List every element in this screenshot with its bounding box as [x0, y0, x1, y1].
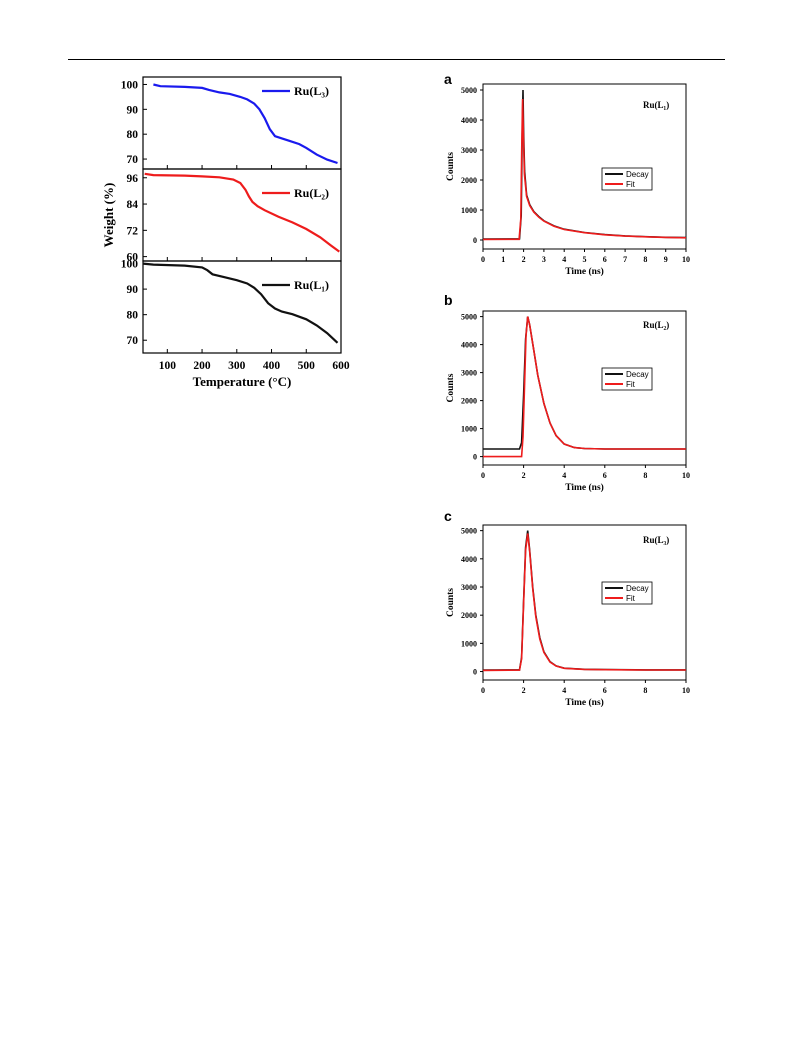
decay-legend-label-a: Decay [626, 170, 649, 179]
decay-panel-letter-c: c [444, 508, 452, 524]
tga-ytick-label-L3: 80 [127, 129, 139, 141]
decay-panel-frame-c [482, 524, 687, 681]
tga-panel-frame-L1 [142, 260, 342, 354]
decay-xaxis-label-c: Time (ns) [565, 697, 604, 708]
decay-ytick-label-b: 1000 [461, 425, 477, 434]
tga-ytick-label-L1: 100 [121, 259, 139, 271]
tga-curve-L3 [153, 83, 338, 165]
decay-ytick-label-c: 2000 [461, 611, 477, 620]
tga-xaxis-label: Temperature (°C) [193, 374, 292, 389]
decay-xtick-label-a: 1 [501, 255, 505, 264]
decay-ytick-label-c: 4000 [461, 555, 477, 564]
decay-xtick-label-b: 0 [481, 471, 485, 480]
decay-xtick-label-a: 5 [583, 255, 587, 264]
decay-xtick-label-a: 6 [603, 255, 607, 264]
tga-xtick-label: 400 [263, 360, 281, 372]
decay-yaxis-label-c: Counts [446, 588, 456, 617]
tga-curve-L1 [142, 262, 339, 344]
decay-ytick-label-a: 0 [473, 236, 477, 245]
tga-ytick-label-L2: 84 [127, 199, 139, 211]
decay-yaxis-label-b: Counts [446, 373, 456, 402]
tga-xtick-label: 300 [228, 360, 246, 372]
tga-legend-label-L2: Ru(L₂) [294, 186, 329, 200]
decay-xtick-label-c: 8 [643, 686, 647, 695]
tga-ytick-label-L3: 90 [127, 104, 139, 116]
decay-legend-label-b: Decay [626, 370, 649, 379]
tga-curve-L2 [144, 172, 340, 253]
decay-xaxis-label-a: Time (ns) [565, 266, 604, 277]
fit-legend-label-b: Fit [626, 380, 636, 389]
tga-ytick-label-L2: 60 [127, 252, 139, 264]
page-header-rule [68, 59, 725, 60]
decay-xtick-label-b: 8 [643, 471, 647, 480]
decay-xtick-label-a: 0 [481, 255, 485, 264]
decay-ytick-label-c: 0 [473, 668, 477, 677]
decay-ytick-label-b: 3000 [461, 369, 477, 378]
tga-legend-label-L1: Ru(L₁) [294, 278, 329, 292]
decay-ytick-label-b: 2000 [461, 397, 477, 406]
decay-ytick-label-b: 0 [473, 453, 477, 462]
tga-xtick-label: 100 [159, 360, 177, 372]
tga-ytick-label-L2: 72 [127, 225, 139, 237]
tga-ytick-label-L1: 70 [127, 335, 139, 347]
decay-ytick-label-b: 5000 [461, 313, 477, 322]
tga-ytick-label-L1: 80 [127, 310, 139, 322]
decay-ytick-label-c: 3000 [461, 583, 477, 592]
decay-xtick-label-c: 2 [522, 686, 526, 695]
decay-xtick-label-b: 6 [603, 471, 607, 480]
decay-legend-label-c: Decay [626, 584, 649, 593]
tga-yaxis-label: Weight (%) [101, 183, 116, 248]
decay-ytick-label-c: 5000 [461, 527, 477, 536]
tga-ytick-label-L3: 100 [121, 79, 139, 91]
tga-xtick-label: 600 [332, 360, 350, 372]
decay-xtick-label-a: 8 [643, 255, 647, 264]
decay-xtick-label-a: 7 [623, 255, 627, 264]
decay-xtick-label-b: 2 [522, 471, 526, 480]
decay-xtick-label-c: 0 [481, 686, 485, 695]
fit-curve-c [482, 533, 686, 672]
fit-legend-label-c: Fit [626, 594, 636, 603]
decay-xtick-label-c: 6 [603, 686, 607, 695]
decay-xtick-label-a: 9 [664, 255, 668, 264]
decay-curve-c [482, 530, 686, 671]
decay-xtick-label-b: 4 [562, 471, 566, 480]
tga-ytick-label-L3: 70 [127, 154, 139, 166]
tga-panel-frame-L2 [142, 168, 342, 262]
decay-compound-label-b: Ru(L₂) [643, 320, 669, 330]
tga-ytick-label-L2: 96 [127, 173, 139, 185]
decay-ytick-label-a: 3000 [461, 146, 477, 155]
decay-ytick-label-a: 4000 [461, 116, 477, 125]
decay-ytick-label-b: 4000 [461, 341, 477, 350]
decay-ytick-label-a: 2000 [461, 176, 477, 185]
decay-xtick-label-a: 4 [562, 255, 566, 264]
fit-curve-b [483, 316, 686, 458]
decay-panel-letter-b: b [444, 292, 453, 308]
decay-ytick-label-a: 1000 [461, 206, 477, 215]
decay-yaxis-label-a: Counts [446, 152, 456, 181]
decay-panel-letter-a: a [444, 71, 452, 87]
decay-xtick-label-a: 10 [682, 255, 690, 264]
decay-xtick-label-c: 4 [562, 686, 566, 695]
decay-compound-label-c: Ru(L₃) [643, 535, 669, 545]
decay-xtick-label-b: 10 [682, 471, 690, 480]
decay-ytick-label-c: 1000 [461, 639, 477, 648]
decay-xtick-label-c: 10 [682, 686, 690, 695]
tga-xtick-label: 200 [193, 360, 211, 372]
decay-panel-frame-b [482, 310, 687, 466]
decay-curve-a [482, 89, 687, 240]
decay-ytick-label-a: 5000 [461, 86, 477, 95]
decay-curve-b [483, 316, 686, 450]
fit-legend-label-a: Fit [626, 180, 636, 189]
decay-xaxis-label-b: Time (ns) [565, 482, 604, 493]
tga-xtick-label: 500 [298, 360, 316, 372]
decay-compound-label-a: Ru(L₁) [643, 100, 669, 110]
decay-xtick-label-a: 3 [542, 255, 546, 264]
tga-ytick-label-L1: 90 [127, 284, 139, 296]
fit-curve-a [482, 98, 687, 241]
decay-xtick-label-a: 2 [522, 255, 526, 264]
tga-legend-label-L3: Ru(L₃) [294, 84, 329, 98]
